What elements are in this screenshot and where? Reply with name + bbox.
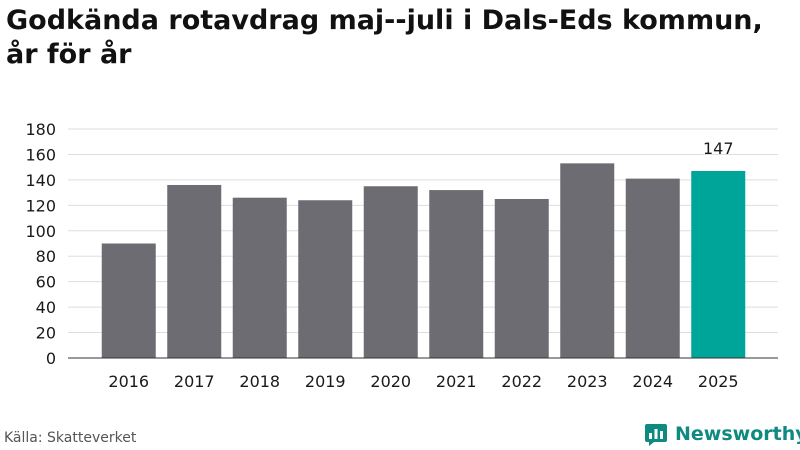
- x-tick-label: 2020: [370, 372, 411, 391]
- y-tick-label: 140: [25, 171, 56, 190]
- brand-name: Newsworthy: [675, 423, 800, 445]
- x-tick-label: 2017: [174, 372, 215, 391]
- x-tick-label: 2022: [501, 372, 542, 391]
- x-tick-label: 2025: [698, 372, 739, 391]
- y-tick-label: 40: [36, 298, 56, 317]
- chart-title: Godkända rotavdrag maj--juli i Dals-Eds …: [6, 5, 763, 70]
- y-axis-tick-labels: 0 20 40 60 80 100 120 140 160 180: [25, 120, 56, 368]
- x-tick-label: 2021: [436, 372, 477, 391]
- bar-2021: [429, 190, 484, 358]
- bars: [101, 163, 746, 358]
- x-tick-label: 2016: [108, 372, 149, 391]
- y-tick-label: 60: [36, 273, 56, 292]
- bar-2016: [101, 243, 156, 358]
- bar-2024: [625, 178, 680, 358]
- y-tick-label: 80: [36, 247, 56, 266]
- source-note: Källa: Skatteverket: [4, 430, 137, 446]
- bar-2022: [494, 198, 549, 358]
- x-axis-tick-labels: 2016 2017 2018 2019 2020 2021 2022 2023 2024 2025: [108, 372, 738, 391]
- x-tick-label: 2024: [632, 372, 673, 391]
- bar-2025: [691, 170, 746, 358]
- brand-logo[interactable]: Newsworthy: [644, 420, 800, 448]
- bar-2017: [167, 184, 222, 358]
- bar-2023: [560, 163, 615, 358]
- y-tick-label: 180: [25, 120, 56, 139]
- x-tick-label: 2019: [305, 372, 346, 391]
- bar-2020: [363, 186, 418, 358]
- bar-2018: [232, 197, 287, 358]
- x-tick-label: 2018: [239, 372, 280, 391]
- y-tick-label: 0: [46, 349, 56, 368]
- data-label: 147: [703, 139, 734, 158]
- y-tick-label: 100: [25, 222, 56, 241]
- y-tick-label: 20: [36, 324, 56, 343]
- bar-2019: [298, 200, 353, 358]
- y-tick-label: 120: [25, 196, 56, 215]
- x-tick-label: 2023: [567, 372, 608, 391]
- y-tick-label: 160: [25, 145, 56, 164]
- newsworthy-logo-icon: [645, 424, 667, 446]
- data-labels: 147: [703, 139, 734, 158]
